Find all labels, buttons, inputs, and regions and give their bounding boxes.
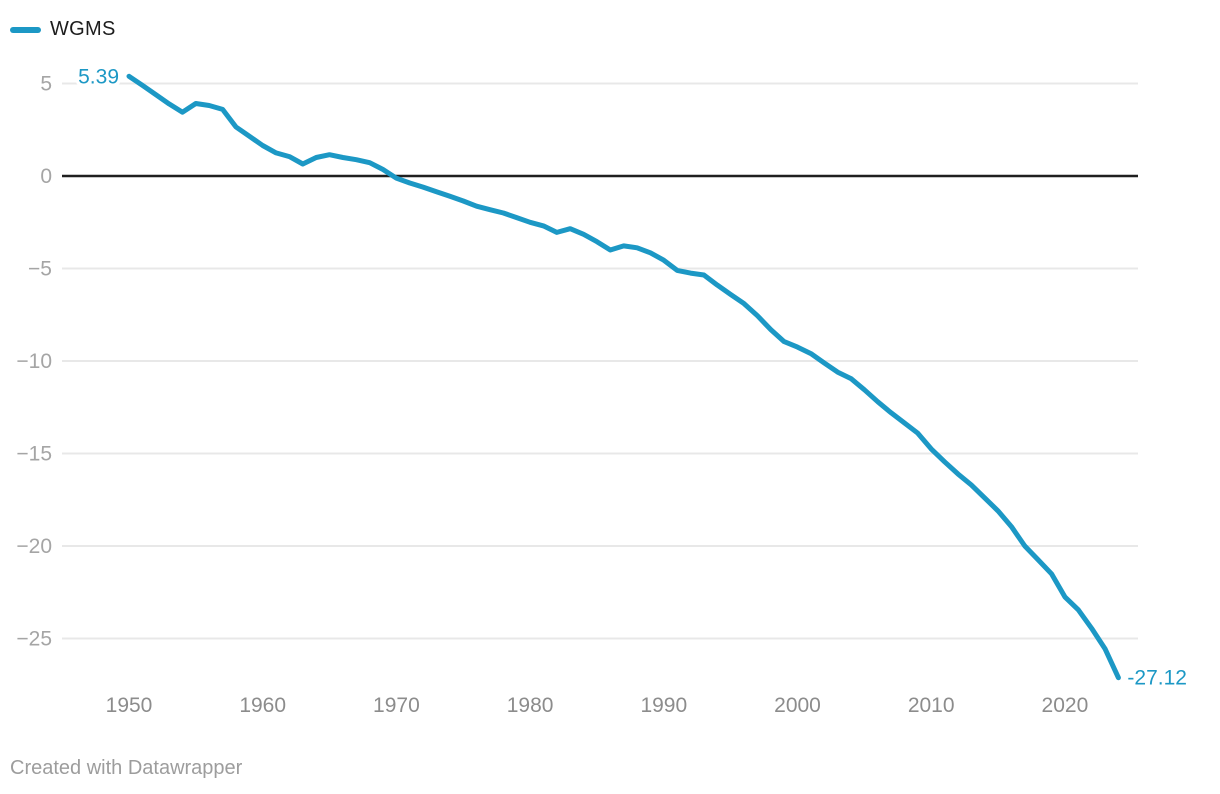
- x-tick-label: 1990: [640, 694, 687, 717]
- y-tick-label: −20: [16, 535, 52, 558]
- y-tick-label: 5: [40, 73, 52, 96]
- y-tick-label: −15: [16, 443, 52, 466]
- y-tick-label: −25: [16, 628, 52, 651]
- x-tick-label: 2010: [908, 694, 955, 717]
- start-value-label: 5.39: [78, 65, 119, 88]
- x-tick-label: 2000: [774, 694, 821, 717]
- x-tick-label: 1960: [239, 694, 286, 717]
- datawrapper-link[interactable]: Created with Datawrapper: [10, 757, 243, 779]
- legend-line-swatch: [10, 26, 41, 33]
- y-tick-label: 0: [40, 165, 52, 188]
- x-tick-label: 1950: [106, 694, 153, 717]
- x-tick-label: 2020: [1042, 694, 1089, 717]
- wgms-line: [126, 73, 1121, 681]
- attribution: Created with Datawrapper: [10, 757, 242, 780]
- legend-series-label: WGMS: [50, 18, 116, 40]
- x-tick-label: 1970: [373, 694, 420, 717]
- end-value-label: -27.12: [1127, 667, 1187, 690]
- y-tick-label: −10: [16, 350, 52, 373]
- legend: WGMS: [10, 18, 116, 41]
- y-tick-label: −5: [28, 258, 52, 281]
- x-tick-label: 1980: [507, 694, 554, 717]
